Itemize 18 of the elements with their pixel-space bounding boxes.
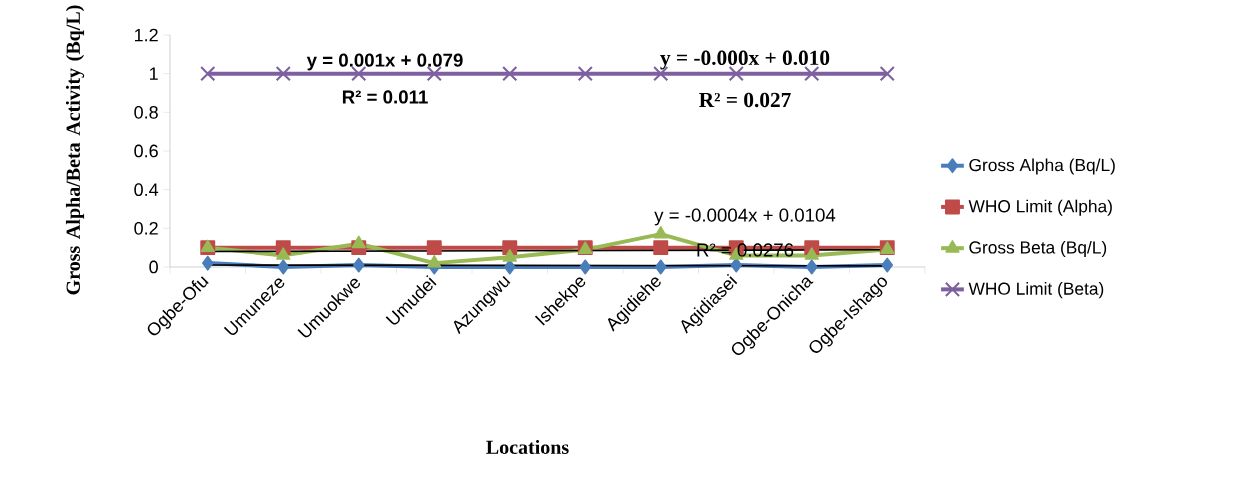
y-tick-label: 0.6	[134, 144, 158, 158]
y-tick-label: 0.2	[134, 221, 158, 235]
x-axis-title: Locations	[486, 439, 569, 455]
y-tick-label: 1	[150, 67, 158, 80]
y-tick-label: 0	[149, 260, 158, 274]
y-tick-label: 0.4	[134, 183, 159, 197]
annotation: y = -0.000x + 0.010	[660, 50, 830, 70]
annotation: R² = 0.011	[342, 90, 428, 104]
legend-label: WHO Limit (Beta)	[968, 282, 1104, 299]
y-tick-label: 1.2	[134, 28, 158, 42]
annotation: R² = 0.027	[699, 92, 791, 108]
y-axis-title: Gross Alpha/Beta Activity (Bq/L)	[65, 5, 85, 295]
y-tick-label: 0.8	[134, 105, 158, 119]
legend-label: Gross Beta (Bq/L)	[969, 240, 1107, 258]
annotation: y = -0.0004x + 0.0104	[654, 208, 836, 226]
legend-label: WHO Limit (Alpha)	[968, 199, 1112, 216]
annotation: y = 0.001x + 0.079	[306, 53, 463, 71]
legend-label: Gross Alpha (Bq/L)	[969, 158, 1115, 175]
